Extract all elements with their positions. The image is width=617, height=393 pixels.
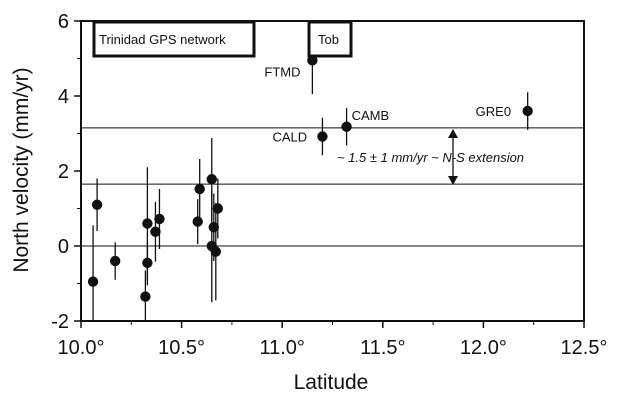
x-axis-ticks: 10.0° 10.5° 11.0° 11.5° 12.0° 12.5° [58, 321, 608, 359]
data-point [140, 291, 151, 302]
data-point [194, 183, 205, 195]
data-point [154, 213, 165, 225]
y-axis-title: North velocity (mm/yr) [10, 67, 33, 272]
data-point [341, 121, 352, 132]
y-tick-label: -2 [51, 311, 69, 333]
extension-annotation: ~ 1.5 ± 1 mm/yr ~ N-S extension [337, 150, 524, 165]
x-tick-label: 10.5° [158, 337, 205, 359]
x-axis-title: Latitude [294, 371, 369, 393]
y-axis-ticks: -2 0 2 4 6 [51, 11, 81, 333]
station-label: FTMD [264, 64, 300, 79]
network-label-box: Trinidad GPS network [92, 20, 256, 58]
data-point [307, 55, 318, 66]
extension-arrow [448, 129, 458, 185]
tob-label-box: Tob [307, 20, 353, 58]
x-tick-label: 11.0° [259, 337, 304, 359]
y-tick-label: 6 [58, 11, 69, 33]
station-label: CAMB [352, 108, 390, 123]
reference-lines [81, 127, 584, 247]
data-point [192, 216, 203, 227]
y-tick-label: 4 [58, 86, 69, 108]
data-point [212, 203, 224, 214]
data-point [206, 174, 217, 185]
data-point [522, 105, 533, 117]
network-label: Trinidad GPS network [99, 32, 226, 47]
station-label: GRE0 [476, 104, 511, 119]
x-tick-label: 10.0° [58, 337, 105, 359]
data-point [150, 226, 161, 237]
y-tick-label: 2 [58, 161, 69, 183]
x-tick-label: 11.5° [360, 337, 405, 359]
station-label: CALD [272, 130, 307, 145]
data-point [91, 199, 103, 210]
data-point [210, 246, 222, 257]
data-points: FTMD CALD CAMB GRE0 [87, 26, 533, 321]
tob-label: Tob [318, 32, 339, 47]
plot-frame [80, 20, 585, 322]
x-tick-label: 12.0° [460, 337, 507, 359]
data-point [142, 218, 153, 229]
data-point [110, 255, 121, 267]
data-point [87, 276, 99, 287]
data-point [317, 131, 328, 142]
x-tick-label: 12.5° [561, 337, 608, 359]
y-tick-label: 0 [58, 236, 69, 258]
